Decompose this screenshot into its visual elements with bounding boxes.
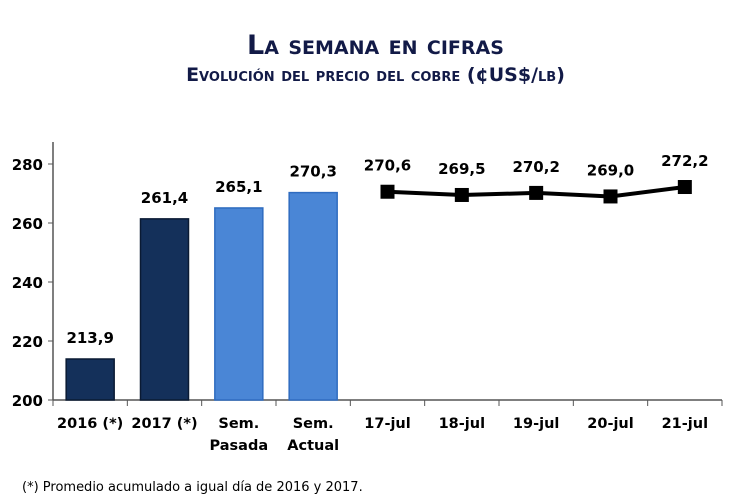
data-label: 265,1: [215, 178, 262, 196]
y-tick-label: 280: [12, 156, 43, 174]
chart-title: La semana en cifras: [247, 30, 504, 61]
y-tick-label: 240: [12, 274, 43, 292]
x-tick-label: 2016 (*): [57, 416, 123, 432]
x-tick-label: 19-jul: [513, 416, 559, 432]
chart: 200 220 240 260 280 2016 (*) 2017 (*) Sem. Pasad…: [12, 142, 723, 454]
x-tick-label: Sem.: [293, 416, 334, 432]
x-tick-label: 17-jul: [364, 416, 410, 432]
x-tick-label: 21-jul: [662, 416, 708, 432]
y-tick-label: 220: [12, 333, 43, 351]
bar: [65, 358, 115, 401]
data-label: 269,0: [587, 161, 634, 179]
chart-subtitle: Evolución del precio del cobre (¢US$/lb): [186, 64, 565, 86]
line-marker: [603, 189, 618, 204]
y-tick-label: 260: [12, 215, 43, 233]
x-tick-label: Actual: [287, 438, 339, 454]
x-tick-label: 2017 (*): [131, 416, 197, 432]
line-marker: [380, 184, 395, 199]
y-tick-label: 200: [12, 392, 43, 410]
data-label: 213,9: [66, 329, 113, 347]
data-label: 261,4: [141, 189, 188, 207]
x-tick-label: Sem.: [218, 416, 259, 432]
bar: [288, 191, 338, 401]
line-marker: [529, 185, 544, 200]
footnote: (*) Promedio acumulado a igual día de 20…: [22, 480, 363, 495]
data-label: 270,6: [364, 157, 411, 175]
x-tick-label: 20-jul: [587, 416, 633, 432]
data-label: 269,5: [438, 160, 485, 178]
x-tick-label: 18-jul: [439, 416, 485, 432]
line-marker: [677, 180, 692, 195]
bar: [214, 207, 264, 401]
x-tick-label: Pasada: [210, 438, 269, 454]
line-marker: [454, 187, 469, 202]
data-label: 270,3: [289, 163, 336, 181]
data-label: 270,2: [512, 158, 559, 176]
data-label: 272,2: [661, 152, 708, 170]
bar: [139, 218, 190, 401]
